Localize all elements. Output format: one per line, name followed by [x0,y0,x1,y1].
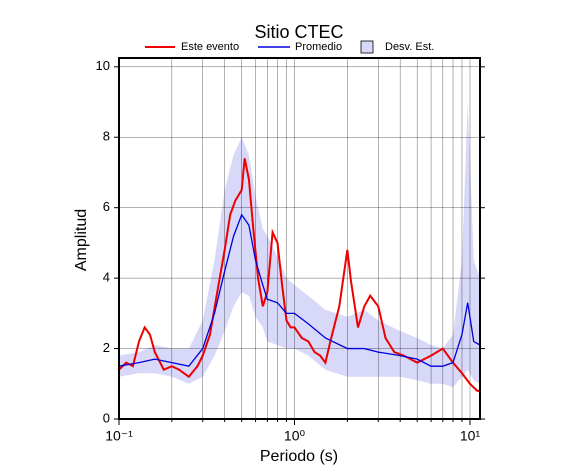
y-tick-label: 8 [103,129,110,144]
x-tick-label: 10⁻¹ [105,428,133,444]
y-tick-label: 0 [103,410,110,425]
std-band [119,102,480,388]
y-axis-label: Amplitud [73,209,90,271]
y-tick-label: 10 [96,58,110,73]
y-tick-label: 2 [103,340,110,355]
plot-frame [118,57,481,420]
x-tick-label: 10⁰ [284,428,306,444]
y-tick-label: 6 [103,199,110,214]
series-line [118,213,481,367]
legend-label: Promedio [295,41,342,53]
legend-swatch [360,40,374,54]
legend-label: Desv. Est. [385,41,434,53]
chart-title: Sitio CTEC [254,22,343,42]
x-axis-label: Periodo (s) [260,448,338,465]
series-line [118,158,480,392]
x-tick-label: 10¹ [460,428,481,444]
y-tick-label: 4 [103,270,110,285]
legend-label: Este evento [181,41,239,53]
